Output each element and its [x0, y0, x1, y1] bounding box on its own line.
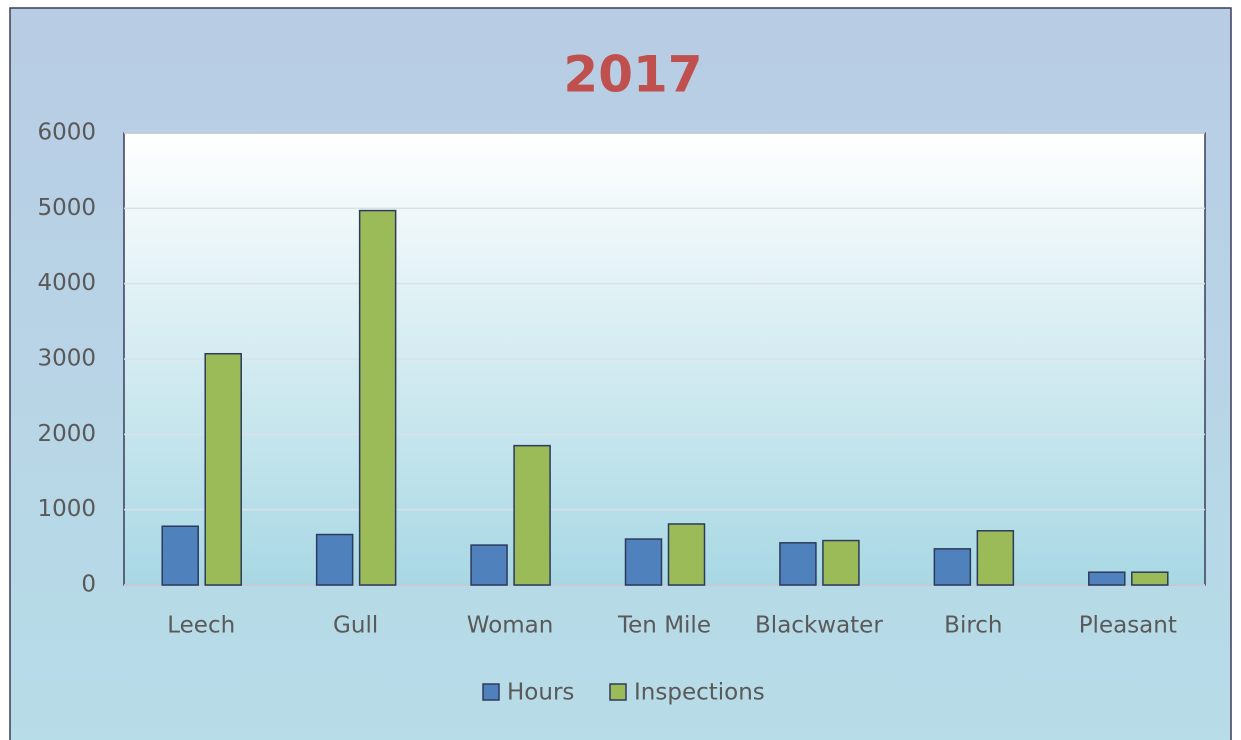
bar: [976, 530, 1015, 586]
bar: [315, 533, 354, 586]
x-tick-label: Leech: [167, 613, 235, 639]
y-tick-label: 2000: [37, 421, 96, 447]
bar: [822, 539, 860, 586]
bar: [933, 548, 972, 586]
bar: [358, 209, 397, 586]
bar: [470, 544, 508, 586]
x-tick-label: Woman: [467, 613, 554, 639]
y-tick-label: 4000: [37, 270, 96, 296]
legend-label: Hours: [507, 680, 574, 706]
bar: [513, 444, 551, 586]
y-tick-label: 6000: [37, 120, 96, 146]
y-tick-label: 1000: [37, 496, 96, 522]
bar: [1131, 571, 1169, 586]
x-tick-label: Gull: [333, 613, 378, 639]
x-tick-label: Blackwater: [755, 613, 883, 639]
bar: [1088, 571, 1126, 586]
chart-title: 2017: [563, 46, 702, 104]
legend-swatch: [482, 683, 500, 701]
bar: [161, 525, 199, 586]
legend-swatch: [609, 683, 627, 701]
bar: [779, 542, 817, 586]
y-tick-label: 0: [81, 572, 96, 598]
bar: [624, 538, 663, 586]
x-tick-label: Pleasant: [1079, 613, 1177, 639]
y-tick-label: 5000: [37, 195, 96, 221]
legend-label: Inspections: [634, 680, 765, 706]
bar: [204, 352, 242, 586]
x-tick-label: Ten Mile: [617, 613, 711, 639]
bar: [667, 523, 706, 586]
y-tick-label: 3000: [37, 346, 96, 372]
x-tick-label: Birch: [944, 613, 1002, 639]
